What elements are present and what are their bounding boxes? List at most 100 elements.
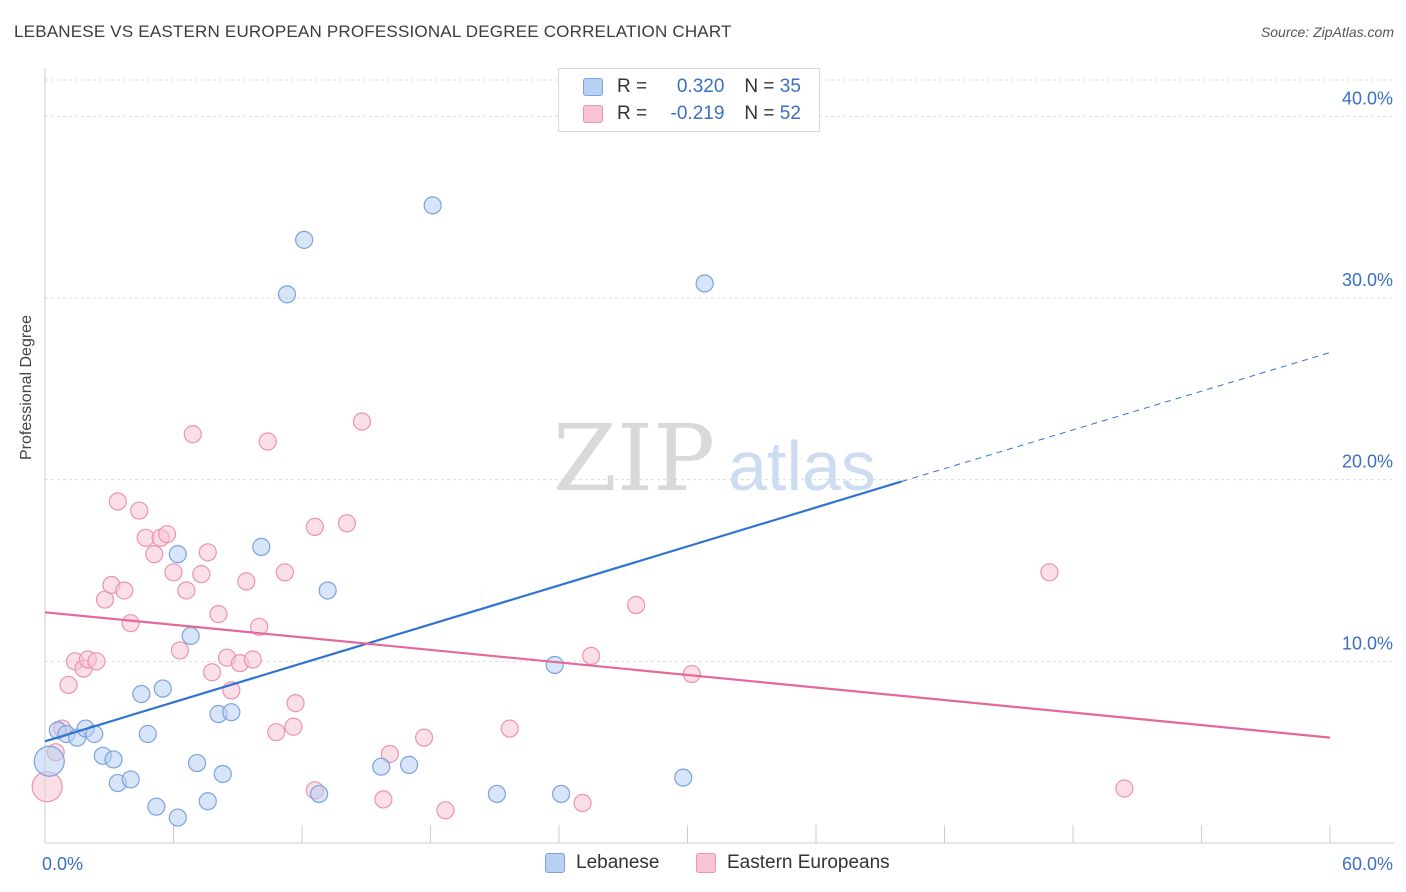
lebanese-trendline xyxy=(44,480,902,743)
eastern-point xyxy=(258,432,277,451)
lebanese-point xyxy=(318,581,337,600)
eastern-point xyxy=(183,425,202,444)
eastern-point xyxy=(130,501,149,520)
x-tick-label-max: 60.0% xyxy=(1342,854,1393,874)
lebanese-point xyxy=(423,196,442,215)
lebanese-point xyxy=(552,784,571,804)
eastern-point xyxy=(145,545,164,564)
lebanese-point xyxy=(33,745,65,777)
axes xyxy=(44,68,1394,844)
lebanese-point xyxy=(674,768,693,787)
eastern-point xyxy=(626,595,646,615)
eastern-point xyxy=(414,728,434,747)
lebanese-point xyxy=(187,753,207,773)
chart-title: LEBANESE VS EASTERN EUROPEAN PROFESSIONA… xyxy=(14,22,732,41)
eastern-point xyxy=(380,744,399,764)
eastern-point xyxy=(1115,779,1134,798)
eastern-point xyxy=(275,563,294,582)
r-label: R = xyxy=(617,103,648,124)
eastern-n-value: 52 xyxy=(779,103,801,124)
legend-row-eastern: R = -0.219 N = 52 xyxy=(583,102,801,126)
eastern-point xyxy=(352,412,372,431)
r-label: R = xyxy=(617,76,648,97)
y-axis-label: Professional Degree xyxy=(18,315,35,460)
eastern-point xyxy=(337,514,357,533)
eastern-point xyxy=(1040,563,1059,582)
eastern-point xyxy=(284,717,303,736)
lebanese-point xyxy=(399,755,419,774)
lebanese-point xyxy=(168,808,187,827)
lebanese-point xyxy=(487,784,506,804)
eastern-swatch xyxy=(583,105,603,123)
tick-labels: 10.0% 20.0% 30.0% 40.0% 0.0% 60.0% xyxy=(42,88,1393,874)
watermark-zip: ZIP xyxy=(553,405,715,512)
n-label: N = xyxy=(744,76,775,97)
eastern-point xyxy=(305,517,324,537)
eastern-legend-swatch xyxy=(696,853,716,873)
lebanese-point xyxy=(545,655,564,675)
eastern-point xyxy=(573,793,592,813)
eastern-point xyxy=(237,572,256,591)
eastern-point xyxy=(243,650,262,669)
eastern-point xyxy=(198,543,217,562)
eastern-point xyxy=(250,617,269,636)
eastern-point xyxy=(209,604,228,624)
eastern-point xyxy=(500,719,519,738)
y-tick-label: 40.0% xyxy=(1342,88,1393,108)
lebanese-point xyxy=(213,764,232,784)
eastern-point xyxy=(157,525,177,544)
lebanese-point xyxy=(695,274,714,293)
lebanese-point xyxy=(252,537,271,556)
eastern-point xyxy=(177,581,196,600)
eastern-point xyxy=(115,581,134,600)
lebanese-point xyxy=(138,724,157,744)
eastern-point xyxy=(192,565,211,584)
eastern-point xyxy=(582,646,601,665)
legend-row-lebanese: R = 0.320 N = 35 xyxy=(583,75,801,99)
legend-item-lebanese[interactable]: Lebanese xyxy=(545,852,659,874)
eastern-point xyxy=(87,652,106,671)
lebanese-legend-swatch xyxy=(545,853,565,873)
lebanese-point xyxy=(104,750,123,769)
x-tick-label-min: 0.0% xyxy=(42,854,83,874)
lebanese-point xyxy=(181,626,200,646)
eastern-point xyxy=(374,790,393,809)
lebanese-r-value: 0.320 xyxy=(676,76,725,97)
eastern-point xyxy=(267,723,286,742)
lebanese-point xyxy=(168,545,187,564)
source-credit: Source: ZipAtlas.com xyxy=(1260,24,1394,40)
eastern-point xyxy=(286,694,305,713)
lebanese-point xyxy=(295,230,314,249)
eastern-point xyxy=(164,563,183,582)
eastern-legend-label: Eastern Europeans xyxy=(727,852,890,873)
trendlines xyxy=(44,352,1331,743)
eastern-points xyxy=(31,412,1134,820)
y-tick-label: 10.0% xyxy=(1342,633,1393,653)
eastern-point xyxy=(59,675,78,695)
lebanese-legend-label: Lebanese xyxy=(576,852,660,873)
lebanese-points xyxy=(33,196,714,827)
lebanese-point xyxy=(153,679,172,698)
lebanese-point xyxy=(310,784,329,804)
eastern-trendline xyxy=(44,611,1331,739)
watermark: ZIP atlas xyxy=(553,405,876,512)
stats-legend: R = 0.320 N = 35 R = -0.219 N = 52 xyxy=(558,68,820,132)
y-tick-label: 20.0% xyxy=(1342,452,1393,472)
lebanese-swatch xyxy=(583,78,603,96)
eastern-point xyxy=(436,801,455,820)
eastern-point xyxy=(202,663,222,682)
lebanese-n-value: 35 xyxy=(779,76,801,97)
lebanese-point xyxy=(147,797,166,816)
lebanese-point xyxy=(222,703,241,722)
legend-item-eastern[interactable]: Eastern Europeans xyxy=(696,852,890,874)
n-label: N = xyxy=(744,103,775,124)
watermark-atlas: atlas xyxy=(728,427,876,505)
eastern-r-value: -0.219 xyxy=(670,103,725,124)
eastern-point xyxy=(121,614,140,633)
lebanese-point xyxy=(198,792,217,811)
eastern-point xyxy=(170,641,190,660)
lebanese-point xyxy=(132,684,151,704)
lebanese-point xyxy=(277,285,297,304)
eastern-point xyxy=(108,492,127,511)
